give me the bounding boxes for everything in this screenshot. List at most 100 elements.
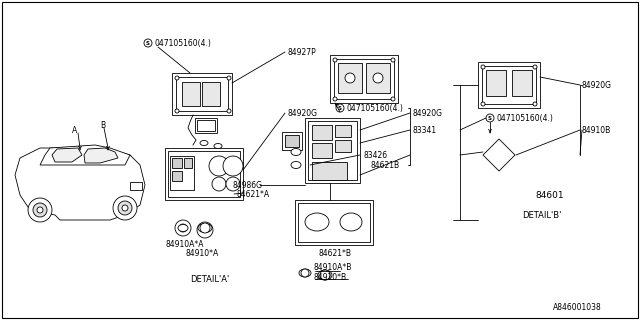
Bar — [172, 158, 182, 168]
Ellipse shape — [214, 143, 222, 148]
Text: 84910*B: 84910*B — [313, 274, 346, 283]
Bar — [195, 118, 217, 133]
Text: 84910B: 84910B — [582, 125, 611, 134]
Ellipse shape — [178, 225, 188, 231]
Circle shape — [122, 205, 128, 211]
Ellipse shape — [291, 162, 301, 169]
Bar — [308, 121, 357, 180]
Text: S: S — [488, 116, 492, 121]
Circle shape — [28, 198, 52, 222]
Circle shape — [481, 102, 485, 106]
Ellipse shape — [318, 270, 332, 280]
Text: 84920G: 84920G — [412, 108, 442, 117]
Bar — [486, 70, 506, 96]
Circle shape — [333, 58, 337, 62]
Circle shape — [320, 270, 330, 280]
Polygon shape — [52, 148, 82, 162]
Text: 84621*B: 84621*B — [319, 250, 351, 259]
Circle shape — [227, 76, 231, 80]
Bar — [197, 120, 215, 131]
Ellipse shape — [198, 223, 212, 233]
Bar — [312, 143, 332, 158]
Polygon shape — [15, 148, 145, 220]
Circle shape — [227, 109, 231, 113]
Circle shape — [333, 97, 337, 101]
Polygon shape — [40, 145, 130, 165]
Text: 84621B: 84621B — [370, 161, 399, 170]
Circle shape — [533, 102, 537, 106]
Circle shape — [373, 73, 383, 83]
Text: B: B — [100, 121, 105, 130]
Circle shape — [212, 177, 226, 191]
Bar — [170, 156, 194, 190]
Ellipse shape — [200, 140, 208, 146]
Bar — [295, 200, 373, 245]
Text: 84920G: 84920G — [287, 108, 317, 117]
Text: 83426: 83426 — [363, 150, 387, 159]
Circle shape — [209, 156, 229, 176]
Bar — [184, 158, 192, 168]
Bar — [168, 151, 240, 197]
Text: A846001038: A846001038 — [553, 303, 602, 313]
Circle shape — [197, 222, 213, 238]
Text: 84920G: 84920G — [582, 81, 612, 90]
Text: 047105160(4.): 047105160(4.) — [346, 103, 403, 113]
Bar — [202, 82, 220, 106]
Bar — [130, 182, 142, 190]
Circle shape — [391, 58, 395, 62]
Bar — [338, 63, 362, 93]
Text: 84910A*A: 84910A*A — [165, 239, 204, 249]
Text: 84621*A: 84621*A — [236, 189, 269, 198]
Text: S: S — [146, 41, 150, 45]
Text: 84927P: 84927P — [287, 47, 316, 57]
Text: 047105160(4.): 047105160(4.) — [154, 38, 211, 47]
Circle shape — [113, 196, 137, 220]
Bar — [172, 171, 182, 181]
Bar — [165, 148, 243, 200]
Ellipse shape — [299, 269, 311, 277]
Circle shape — [486, 114, 494, 122]
Circle shape — [175, 220, 191, 236]
Circle shape — [175, 76, 179, 80]
Circle shape — [200, 223, 210, 233]
Text: 84601: 84601 — [535, 190, 564, 199]
Text: 84910*A: 84910*A — [185, 249, 218, 258]
Bar — [282, 132, 302, 150]
Bar — [298, 203, 370, 242]
Circle shape — [301, 269, 309, 277]
Text: 84986G: 84986G — [232, 180, 262, 189]
Circle shape — [336, 104, 344, 112]
Circle shape — [481, 65, 485, 69]
Polygon shape — [84, 148, 118, 163]
Text: 047105160(4.): 047105160(4.) — [496, 114, 553, 123]
Circle shape — [144, 39, 152, 47]
Circle shape — [179, 224, 187, 232]
Ellipse shape — [340, 213, 362, 231]
Circle shape — [175, 109, 179, 113]
Text: 84910A*B: 84910A*B — [313, 263, 351, 273]
Bar — [366, 63, 390, 93]
Polygon shape — [483, 139, 515, 171]
Bar — [285, 135, 299, 147]
Bar — [335, 140, 351, 152]
Text: 83341: 83341 — [412, 125, 436, 134]
Circle shape — [118, 201, 132, 215]
Bar — [478, 62, 540, 108]
Text: DETAIL'B': DETAIL'B' — [522, 211, 561, 220]
Circle shape — [33, 203, 47, 217]
Bar — [172, 73, 232, 115]
Ellipse shape — [291, 148, 301, 156]
Bar — [512, 70, 532, 96]
Ellipse shape — [305, 213, 329, 231]
Bar — [312, 162, 347, 180]
Text: S: S — [338, 106, 342, 110]
Circle shape — [223, 156, 243, 176]
Circle shape — [533, 65, 537, 69]
Circle shape — [226, 177, 240, 191]
Bar — [312, 125, 332, 140]
Bar — [335, 125, 351, 137]
Bar — [482, 66, 536, 104]
Circle shape — [37, 207, 43, 213]
Text: A: A — [72, 125, 77, 134]
Bar — [176, 77, 228, 111]
